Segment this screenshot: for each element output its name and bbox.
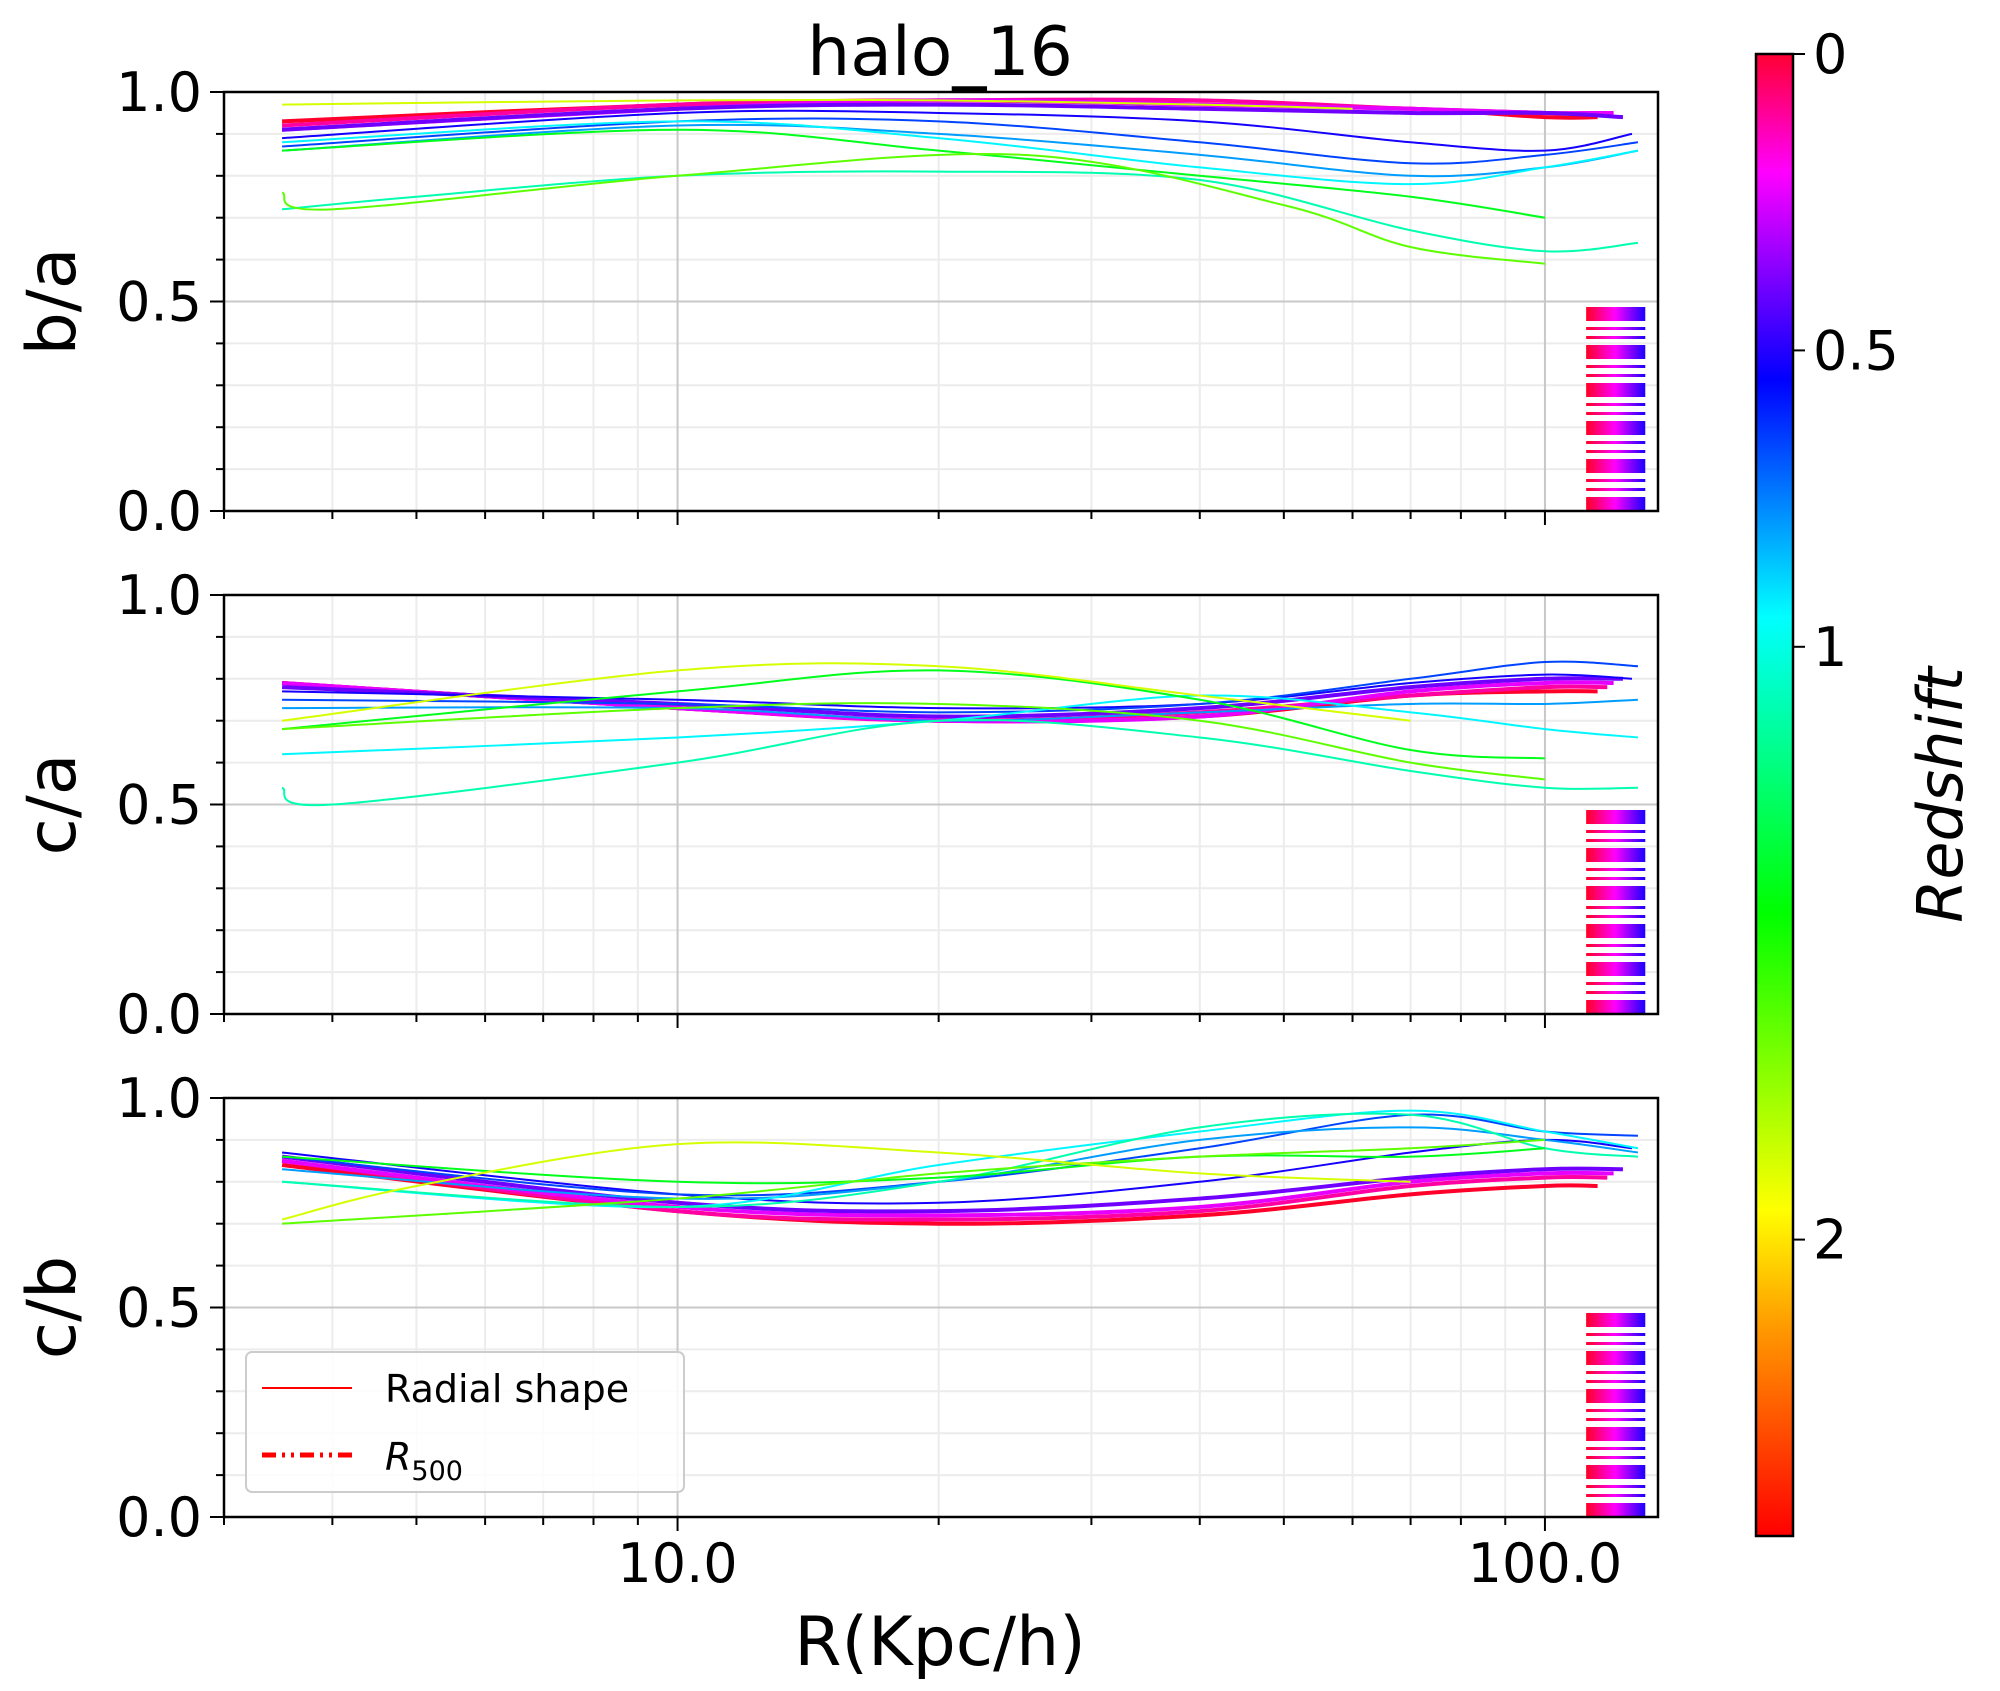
y-tick-label: 1.0 <box>116 61 202 124</box>
series-line <box>281 152 1546 265</box>
series-line <box>281 170 1639 253</box>
chart-title: halo_16 <box>807 13 1073 92</box>
colorbar-tick-label: 0 <box>1813 23 1847 86</box>
legend-label-r500-sub: 500 <box>411 1456 463 1487</box>
series-line <box>282 702 1546 781</box>
series-line <box>282 1109 1639 1209</box>
x-tick-label: 100.0 <box>1468 1532 1623 1595</box>
series-line <box>281 1126 1639 1200</box>
series-line <box>282 694 1639 756</box>
x-tick-label: 10.0 <box>617 1532 737 1595</box>
series-line <box>282 98 1353 110</box>
series-line <box>282 117 1639 165</box>
panel-c-over-b: 0.0 0.5 1.0 10.0 100.0 c/b <box>13 1067 1660 1595</box>
y-axis-label: c/b <box>13 1256 92 1359</box>
y-tick-label: 1.0 <box>116 564 202 627</box>
series-line <box>281 1158 1614 1218</box>
y-tick-label: 0.0 <box>116 480 202 543</box>
colorbar-tick-label: 1 <box>1813 616 1847 679</box>
colorbar-tick-label: 0.5 <box>1813 319 1899 382</box>
series-line <box>281 1158 1608 1222</box>
series-line <box>282 1112 1639 1208</box>
series-line <box>281 669 1546 760</box>
series-line <box>282 1147 1546 1185</box>
legend-label-r500: R500 <box>385 1435 463 1487</box>
colorbar-gradient <box>1754 52 1795 1538</box>
series-group <box>281 97 1639 265</box>
series-line <box>281 1141 1411 1221</box>
y-tick-label: 1.0 <box>116 1067 202 1130</box>
y-tick-label: 0.0 <box>116 1486 202 1549</box>
series-line <box>281 102 1624 132</box>
y-tick-label: 0.0 <box>116 983 202 1046</box>
series-line <box>281 718 1638 807</box>
colorbar-label: Redshift <box>1904 665 1977 923</box>
y-tick-label: 0.5 <box>116 271 202 334</box>
x-axis-label: R(Kpc/h) <box>794 1603 1085 1682</box>
series-line <box>282 1138 1546 1225</box>
legend-label-r500-main: R <box>385 1435 411 1479</box>
series-line <box>282 128 1546 219</box>
panel-c-over-a: 0.0 0.5 1.0 c/a <box>13 564 1660 1046</box>
series-line <box>281 676 1623 719</box>
y-axis-label: c/a <box>13 754 92 856</box>
series-line <box>282 109 1633 152</box>
colorbar-tick-label: 2 <box>1813 1209 1847 1272</box>
series-line <box>282 123 1639 178</box>
y-axis-label: b/a <box>13 248 92 356</box>
y-tick-label: 0.5 <box>116 774 202 837</box>
series-group <box>281 660 1639 807</box>
series-group <box>281 1109 1639 1226</box>
legend-frame <box>245 1351 685 1493</box>
panel-b-over-a: 0.0 0.5 1.0 b/a <box>13 61 1660 543</box>
legend: Radial shape R500 <box>245 1351 685 1493</box>
legend-label-radial-shape: Radial shape <box>385 1367 629 1411</box>
series-line <box>282 698 1638 722</box>
series-line <box>282 120 1639 186</box>
series-line <box>281 662 1411 722</box>
y-tick-label: 0.5 <box>116 1277 202 1340</box>
colorbar: 0 0.5 1 2 Redshift <box>1754 23 1977 1538</box>
